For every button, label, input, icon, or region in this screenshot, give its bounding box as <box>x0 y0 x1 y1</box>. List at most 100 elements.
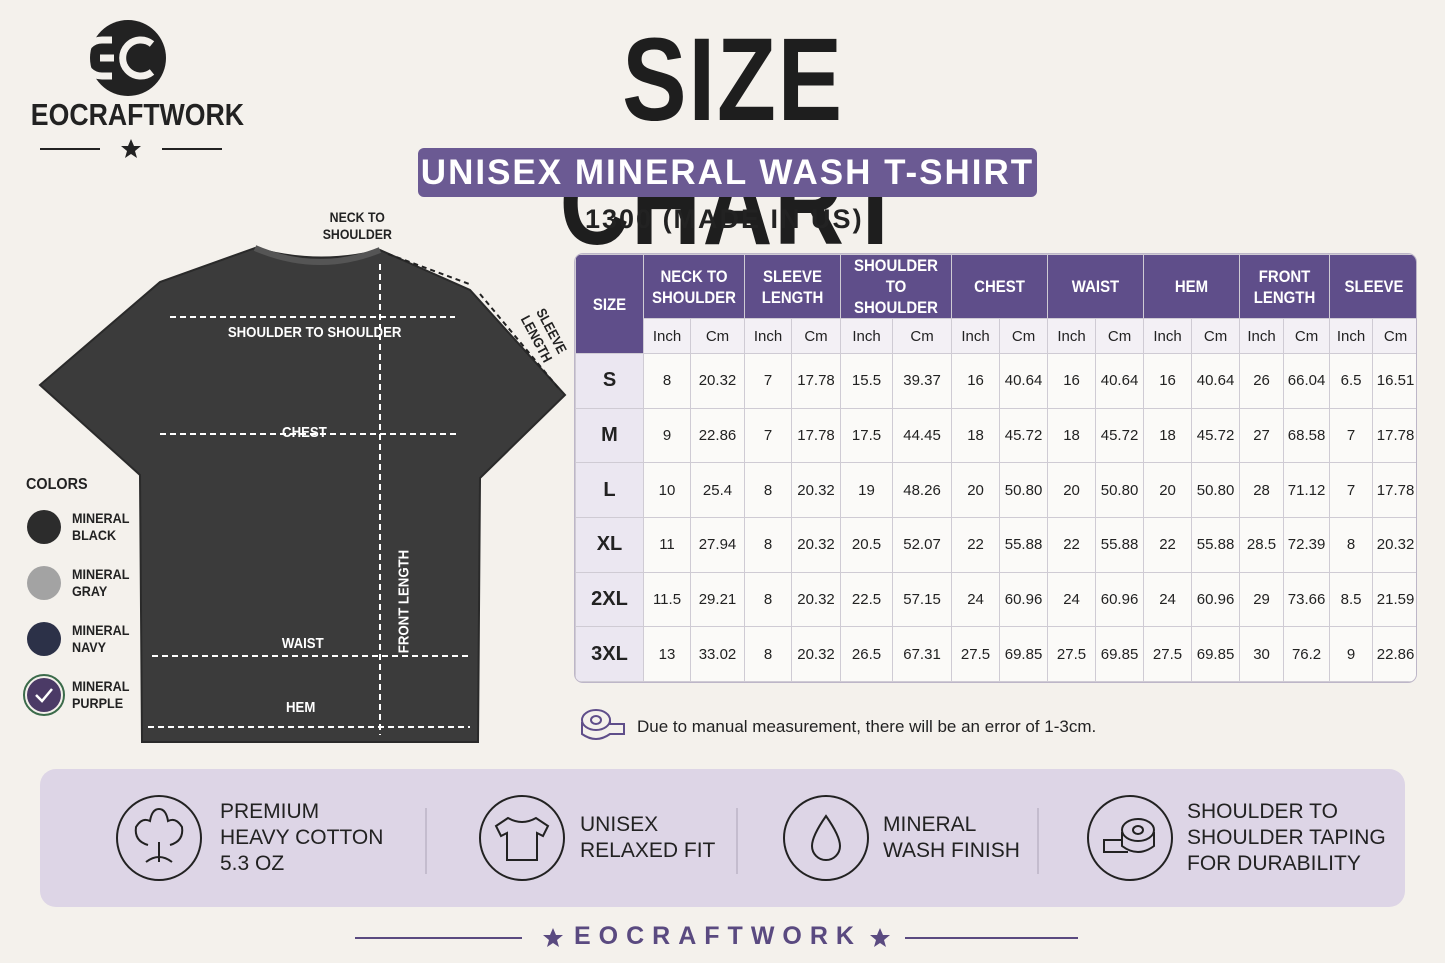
table-cell: 10 <box>643 462 691 518</box>
table-cell: 11.5 <box>643 571 691 628</box>
table-cell: 73.66 <box>1283 571 1331 628</box>
text-line: 5.3 OZ <box>220 852 285 875</box>
table-cell: 9 <box>1329 626 1374 682</box>
table-cell: 22.86 <box>690 407 745 464</box>
table-cell: 45.72 <box>1191 407 1241 464</box>
table-cell: 57.15 <box>892 571 953 628</box>
table-cell: 60.96 <box>1095 571 1145 628</box>
group-header: WAIST <box>1047 254 1145 319</box>
table-cell: 18 <box>1047 407 1097 464</box>
group-header: SHOULDER TO SHOULDER <box>840 254 953 319</box>
brand-name: EOCRAFTWORK <box>30 97 245 132</box>
group-header: SLEEVE <box>1329 254 1416 319</box>
table-cell: 16.51 <box>1372 353 1416 409</box>
text-line: HEAVY COTTON <box>220 826 384 849</box>
text-line: MINERAL <box>883 813 977 836</box>
collar <box>253 245 382 265</box>
size-cell: M <box>575 407 644 464</box>
t-shirt <box>38 246 567 743</box>
color-swatch[interactable] <box>27 678 61 712</box>
table-cell: 17.78 <box>790 353 842 409</box>
star <box>870 928 890 947</box>
table-cell: 27.94 <box>690 516 745 573</box>
table-cell: 66.04 <box>1283 353 1331 409</box>
table-cell: 20.32 <box>790 626 842 682</box>
text-line: PREMIUM <box>220 800 320 823</box>
text-line: LENGTH <box>1253 287 1316 307</box>
group-header: NECK TO SHOULDER <box>643 254 745 319</box>
unit-header: Inch <box>1047 318 1097 354</box>
group-header: SLEEVE LENGTH <box>743 254 842 319</box>
text-line: CHEST <box>974 277 1025 296</box>
table-cell: 8 <box>744 626 792 682</box>
table-cell: 8 <box>744 462 792 518</box>
table-cell: 27.5 <box>1047 626 1097 682</box>
table-cell: 19 <box>840 462 894 518</box>
table-cell: 22 <box>1047 516 1097 573</box>
color-name: MINERAL GRAY <box>72 566 129 600</box>
text-line: SHOULDER TAPING <box>1187 826 1386 849</box>
table-cell: 8 <box>744 516 792 573</box>
text-line: MINERAL <box>72 678 130 694</box>
table-cell: 69.85 <box>1095 626 1145 682</box>
table-row: XL 11 27.94 8 20.32 20.5 52.07 22 55.88 22 55.88 22… <box>575 516 1416 573</box>
shoulder-label: SHOULDER TO SHOULDER <box>227 324 402 341</box>
size-cell: 3XL <box>575 626 644 682</box>
table-cell: 55.88 <box>1191 516 1241 573</box>
star <box>543 928 563 947</box>
table-cell: 50.80 <box>1095 462 1145 518</box>
unit-header: Cm <box>690 318 745 354</box>
table-cell: 20.5 <box>840 516 894 573</box>
table-cell: 16 <box>1143 353 1193 409</box>
table-cell: 27.5 <box>1143 626 1193 682</box>
table-cell: 22.5 <box>840 571 894 628</box>
front-length-label: FRONT LENGTH <box>395 549 413 654</box>
outer-measure-lines <box>387 253 561 391</box>
table-cell: 16 <box>951 353 1001 409</box>
text-line: SLEEVE <box>1344 277 1404 296</box>
unit-header: Cm <box>892 318 953 354</box>
table-cell: 50.80 <box>999 462 1049 518</box>
table-cell: 17.78 <box>790 407 842 464</box>
table-cell: 7 <box>1329 462 1374 518</box>
table-cell: 8 <box>744 571 792 628</box>
table-cell: 29 <box>1239 571 1285 628</box>
table-cell: 40.64 <box>1095 353 1145 409</box>
table-row: S 8 20.32 7 17.78 15.5 39.37 16 40.64 16 40.64 16 40… <box>575 353 1416 409</box>
size-table: SIZE NECK TO SHOULDER SLEEVE LENGTH SHOULDER … <box>575 254 1416 682</box>
table-cell: 9 <box>643 407 691 464</box>
unit-header: Cm <box>1191 318 1241 354</box>
text-line: HEM <box>1174 277 1209 296</box>
table-cell: 7 <box>1329 407 1374 464</box>
unit-header: Cm <box>1372 318 1416 354</box>
feature-text: SHOULDER TO SHOULDER TAPING FOR DURABILITY <box>1187 799 1386 877</box>
table-cell: 20.32 <box>690 353 745 409</box>
waist-label: WAIST <box>281 635 324 652</box>
feature-text: MINERAL WASH FINISH <box>883 812 1020 864</box>
table-cell: 8.5 <box>1329 571 1374 628</box>
color-swatch[interactable] <box>27 510 61 544</box>
table-cell: 40.64 <box>1191 353 1241 409</box>
text-line: WAIST <box>1071 277 1120 296</box>
header-row: SIZE NECK TO SHOULDER SLEEVE LENGTH SHOULDER … <box>575 254 1416 354</box>
unit-header: Inch <box>744 318 792 354</box>
text-line: SHOULDER TO <box>854 256 938 296</box>
size-cell: XL <box>575 516 644 573</box>
table-cell: 39.37 <box>892 353 953 409</box>
table-cell: 25.4 <box>690 462 745 518</box>
hem-label: HEM <box>286 699 316 716</box>
neck-label: NECK TO SHOULDER <box>323 209 392 243</box>
table-cell: 6.5 <box>1329 353 1374 409</box>
color-swatch[interactable] <box>27 622 61 656</box>
unit-header: Cm <box>790 318 842 354</box>
table-cell: 20 <box>1143 462 1193 518</box>
table-cell: 27 <box>1239 407 1285 464</box>
measure-lines <box>148 264 470 735</box>
text-line: NECK TO <box>660 266 728 286</box>
unit-header: Inch <box>1329 318 1374 354</box>
table-row: 2XL 11.5 29.21 8 20.32 22.5 57.15 24 60.96 24 60.9… <box>575 571 1416 628</box>
table-cell: 18 <box>1143 407 1193 464</box>
color-swatch[interactable] <box>27 566 61 600</box>
table-cell: 22 <box>951 516 1001 573</box>
